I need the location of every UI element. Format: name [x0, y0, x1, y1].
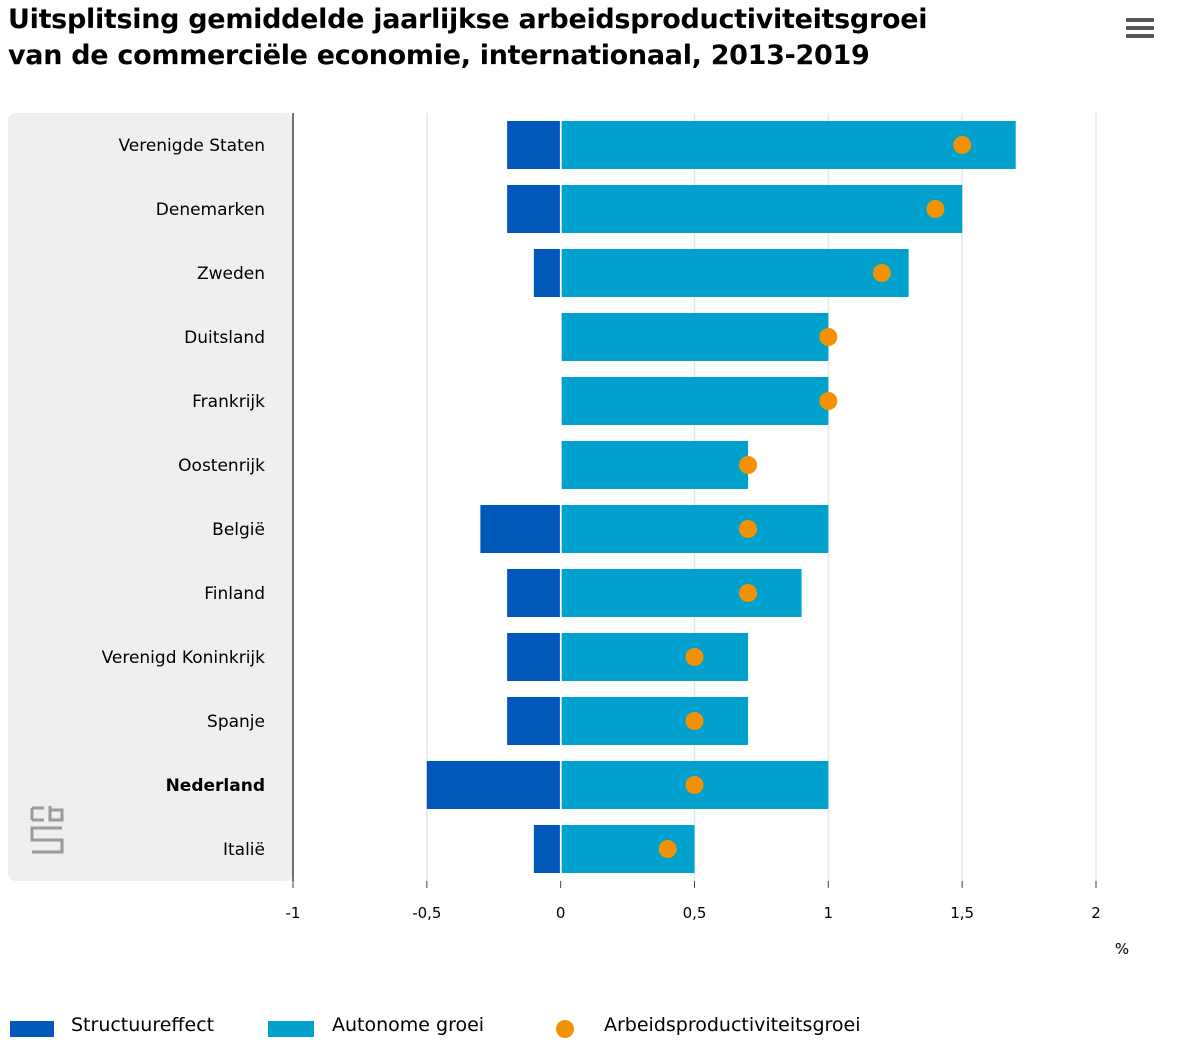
chart-title-line2: van de commerciële economie, internation… — [8, 40, 870, 71]
category-label-duitsland: Duitsland — [184, 328, 265, 348]
point-arbeidsproductiviteitsgroei-nederland — [685, 776, 704, 794]
category-label-denemarken: Denemarken — [156, 200, 265, 220]
legend-symbol-structuureffect — [10, 1021, 54, 1037]
bar-autonome-groei-oostenrijk — [561, 441, 749, 489]
legend-symbol-arbeidsproductiviteitsgroei — [556, 1020, 574, 1038]
bar-autonome-groei-verenigd-koninkrijk — [561, 633, 749, 681]
category-label-belgie: België — [212, 520, 265, 540]
x-tick-label: -1 — [286, 904, 301, 922]
x-tick-label: 0,5 — [683, 904, 707, 922]
chart-area: -1 -0,5 0 0,5 1 1,5 2% Verenigde Staten Denemark… — [8, 113, 1129, 958]
bar-structuureffect-spanje — [507, 697, 561, 745]
legend-symbol-autonome-groei — [268, 1021, 314, 1037]
bar-structuureffect-zweden — [533, 249, 561, 297]
point-arbeidsproductiviteitsgroei-denemarken — [926, 200, 945, 218]
category-label-italie: Italië — [223, 840, 265, 860]
point-arbeidsproductiviteitsgroei-verenigd-koninkrijk — [685, 648, 704, 666]
bar-structuureffect-italie — [533, 825, 561, 873]
bar-structuureffect-verenigde-staten — [507, 121, 561, 169]
category-label-zweden: Zweden — [197, 264, 265, 284]
x-axis-label: % — [1115, 940, 1129, 958]
bar-autonome-groei-finland — [561, 569, 802, 617]
point-arbeidsproductiviteitsgroei-oostenrijk — [739, 456, 758, 474]
point-arbeidsproductiviteitsgroei-spanje — [685, 712, 704, 730]
point-arbeidsproductiviteitsgroei-verenigde-staten — [953, 136, 972, 154]
bar-autonome-groei-denemarken — [561, 185, 963, 233]
x-tick-label: 1,5 — [950, 904, 974, 922]
bar-structuureffect-belgie — [480, 505, 561, 553]
bar-autonome-groei-duitsland — [561, 313, 829, 361]
point-arbeidsproductiviteitsgroei-duitsland — [819, 328, 838, 346]
category-label-verenigd-koninkrijk: Verenigd Koninkrijk — [102, 648, 266, 668]
x-tick-label: -0,5 — [412, 904, 441, 922]
point-arbeidsproductiviteitsgroei-belgie — [739, 520, 758, 538]
point-arbeidsproductiviteitsgroei-frankrijk — [819, 392, 838, 410]
chart-title-line1: Uitsplitsing gemiddelde jaarlijkse arbei… — [8, 4, 928, 35]
bar-autonome-groei-spanje — [561, 697, 749, 745]
legend-label-autonome-groei: Autonome groei — [332, 1014, 485, 1036]
point-arbeidsproductiviteitsgroei-zweden — [872, 264, 891, 282]
category-label-verenigde-staten: Verenigde Staten — [118, 136, 265, 156]
legend-label-arbeidsproductiviteitsgroei: Arbeidsproductiviteitsgroei — [604, 1014, 861, 1036]
hamburger-menu-icon[interactable] — [1122, 14, 1156, 44]
bar-autonome-groei-verenigde-staten — [561, 121, 1016, 169]
bar-autonome-groei-belgie — [561, 505, 829, 553]
category-label-oostenrijk: Oostenrijk — [178, 456, 265, 476]
category-label-frankrijk: Frankrijk — [192, 392, 265, 412]
bar-structuureffect-denemarken — [507, 185, 561, 233]
category-label-spanje: Spanje — [207, 712, 265, 732]
legend-label-structuureffect: Structuureffect — [71, 1014, 215, 1036]
bar-autonome-groei-zweden — [561, 249, 909, 297]
cbs-logo — [30, 806, 64, 854]
legend: Structuureffect Autonome groei Arbeidspr… — [0, 1012, 1178, 1042]
category-label-finland: Finland — [204, 584, 265, 604]
bar-structuureffect-verenigd-koninkrijk — [507, 633, 561, 681]
point-arbeidsproductiviteitsgroei-finland — [739, 584, 758, 602]
bar-structuureffect-finland — [507, 569, 561, 617]
point-arbeidsproductiviteitsgroei-italie — [658, 840, 677, 858]
x-tick-label: 1 — [824, 904, 834, 922]
category-panel — [8, 113, 293, 881]
category-label-nederland: Nederland — [166, 776, 265, 796]
chart-title: Uitsplitsing gemiddelde jaarlijkse arbei… — [8, 2, 1098, 74]
bar-autonome-groei-frankrijk — [561, 377, 829, 425]
x-tick-label: 0 — [556, 904, 566, 922]
bar-structuureffect-nederland — [426, 761, 561, 809]
x-tick-label: 2 — [1091, 904, 1101, 922]
